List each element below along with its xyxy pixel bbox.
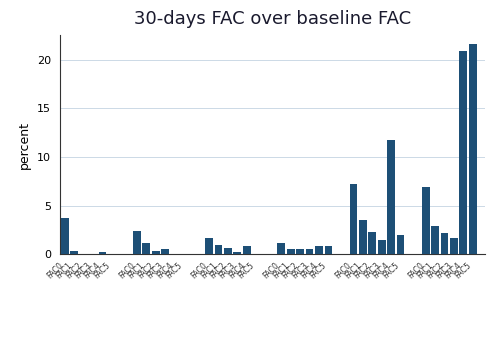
Bar [224,248,232,254]
Bar [142,244,150,254]
Bar [306,249,314,254]
Bar [388,140,395,254]
Bar [350,184,358,254]
Bar [278,244,285,254]
Bar [162,249,169,254]
Title: 30-days FAC over baseline FAC: 30-days FAC over baseline FAC [134,10,411,28]
Bar [243,246,250,254]
Bar [450,238,458,254]
Bar [359,220,367,254]
Y-axis label: percent: percent [18,121,32,169]
Bar [133,231,141,254]
Bar [324,246,332,254]
Bar [440,233,448,254]
Bar [70,251,78,254]
Bar [315,246,323,254]
Bar [98,252,106,254]
Bar [469,44,476,254]
Bar [287,249,294,254]
Bar [296,249,304,254]
Bar [431,226,439,254]
Bar [396,235,404,254]
Bar [368,232,376,254]
Bar [152,251,160,254]
Bar [422,187,430,254]
Bar [378,240,386,254]
Bar [214,245,222,254]
Bar [61,218,68,254]
Bar [460,51,467,254]
Bar [205,238,213,254]
Bar [234,252,241,254]
